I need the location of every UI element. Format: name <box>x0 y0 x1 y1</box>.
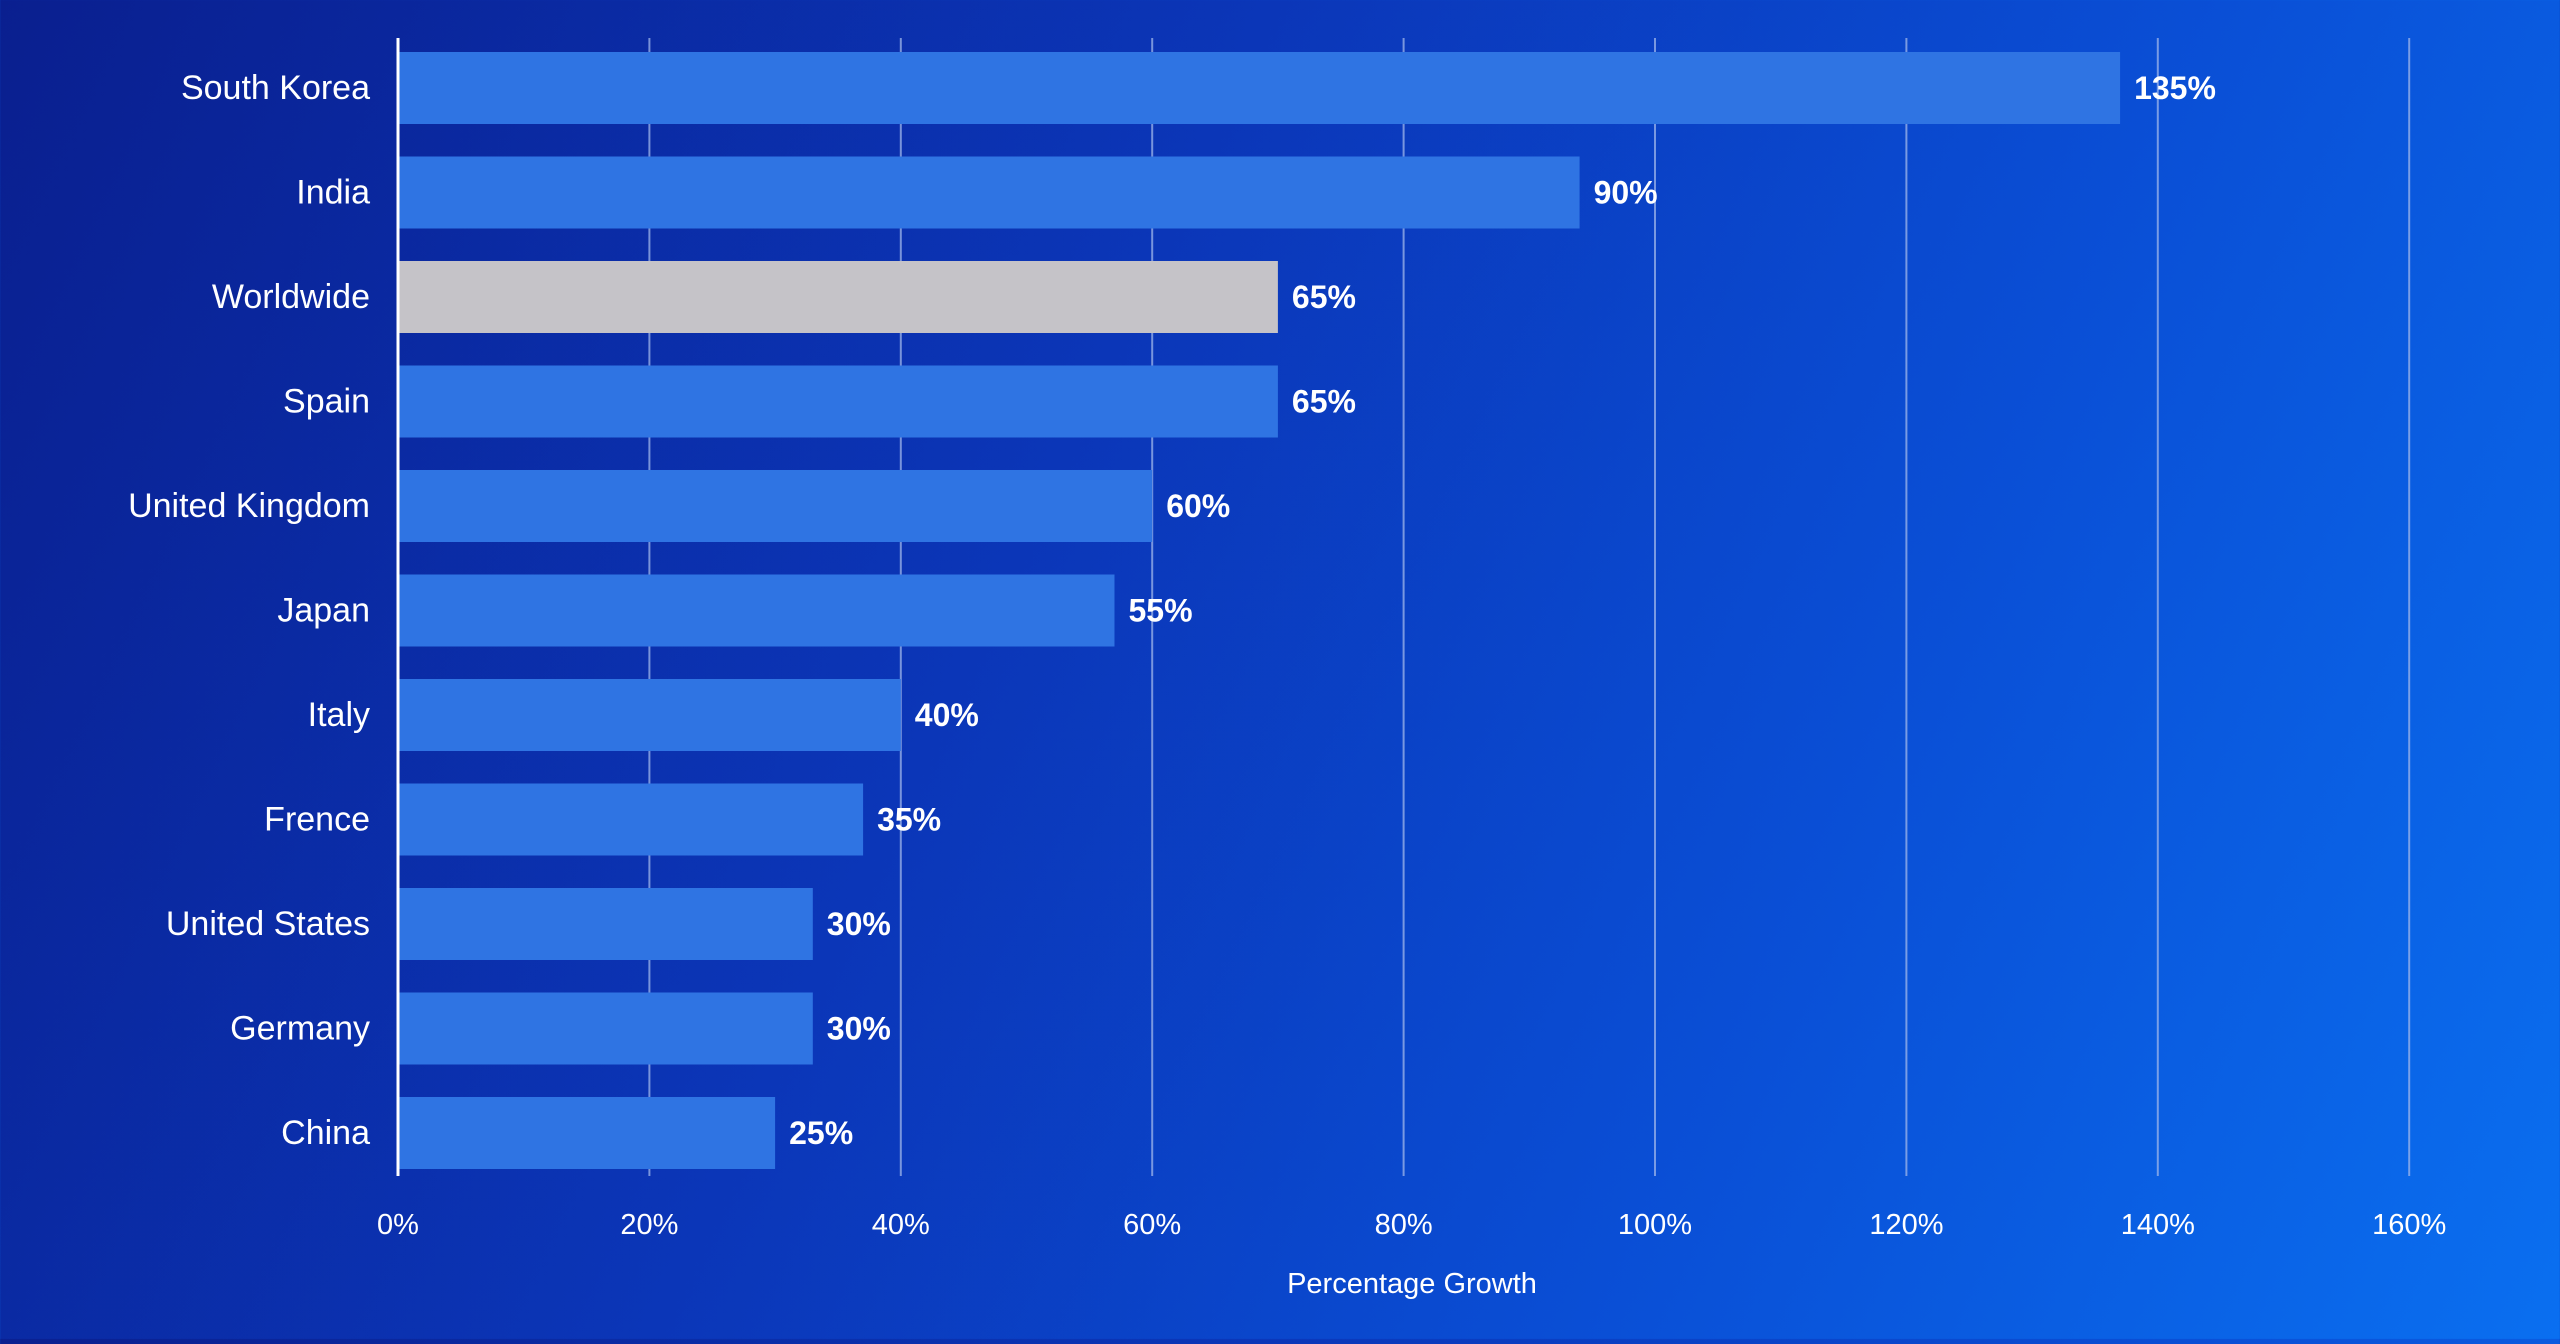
category-label: Spain <box>283 383 370 421</box>
category-label: China <box>281 1114 370 1152</box>
category-label: India <box>296 174 370 212</box>
bar <box>398 888 813 960</box>
category-label: Italy <box>308 696 370 734</box>
bar <box>398 261 1278 333</box>
x-axis-title: Percentage Growth <box>1287 1268 1537 1300</box>
x-tick-label: 100% <box>1618 1209 1692 1241</box>
bar <box>398 679 901 751</box>
x-tick-label: 20% <box>620 1209 678 1241</box>
x-tick-label: 120% <box>1869 1209 1943 1241</box>
category-label: Germany <box>230 1010 370 1048</box>
x-tick-label: 40% <box>872 1209 930 1241</box>
category-label: Frence <box>264 801 370 839</box>
category-label: United Kingdom <box>128 487 370 525</box>
bar <box>398 574 1115 647</box>
x-tick-label: 140% <box>2121 1209 2195 1241</box>
labels: 0% 20% 40% 60% 80% 100% 120% 140% 160% South Kore… <box>128 69 2446 1241</box>
value-label: 55% <box>1128 593 1192 629</box>
bar <box>398 156 1580 229</box>
value-label: 135% <box>2134 70 2216 106</box>
value-label: 25% <box>789 1115 853 1151</box>
category-label: Japan <box>277 592 370 630</box>
value-label: 35% <box>877 802 941 838</box>
bar <box>398 52 2121 124</box>
x-tick-label: 80% <box>1375 1209 1433 1241</box>
bar <box>398 992 813 1065</box>
x-tick-label: 0% <box>377 1209 419 1241</box>
x-tick-label: 60% <box>1123 1209 1181 1241</box>
category-label: South Korea <box>181 69 370 107</box>
bars <box>398 52 2121 1169</box>
value-label: 65% <box>1292 384 1356 420</box>
value-label: 60% <box>1166 488 1230 524</box>
bar <box>398 783 864 856</box>
value-label: 90% <box>1594 175 1658 211</box>
value-label: 30% <box>827 906 891 942</box>
category-label: United States <box>166 905 370 943</box>
bar <box>398 470 1153 542</box>
category-label: Worldwide <box>212 278 370 316</box>
value-label: 30% <box>827 1011 891 1047</box>
value-label: 40% <box>915 697 979 733</box>
bar <box>398 1097 776 1169</box>
bar <box>398 365 1278 438</box>
value-label: 65% <box>1292 279 1356 315</box>
x-tick-label: 160% <box>2372 1209 2446 1241</box>
